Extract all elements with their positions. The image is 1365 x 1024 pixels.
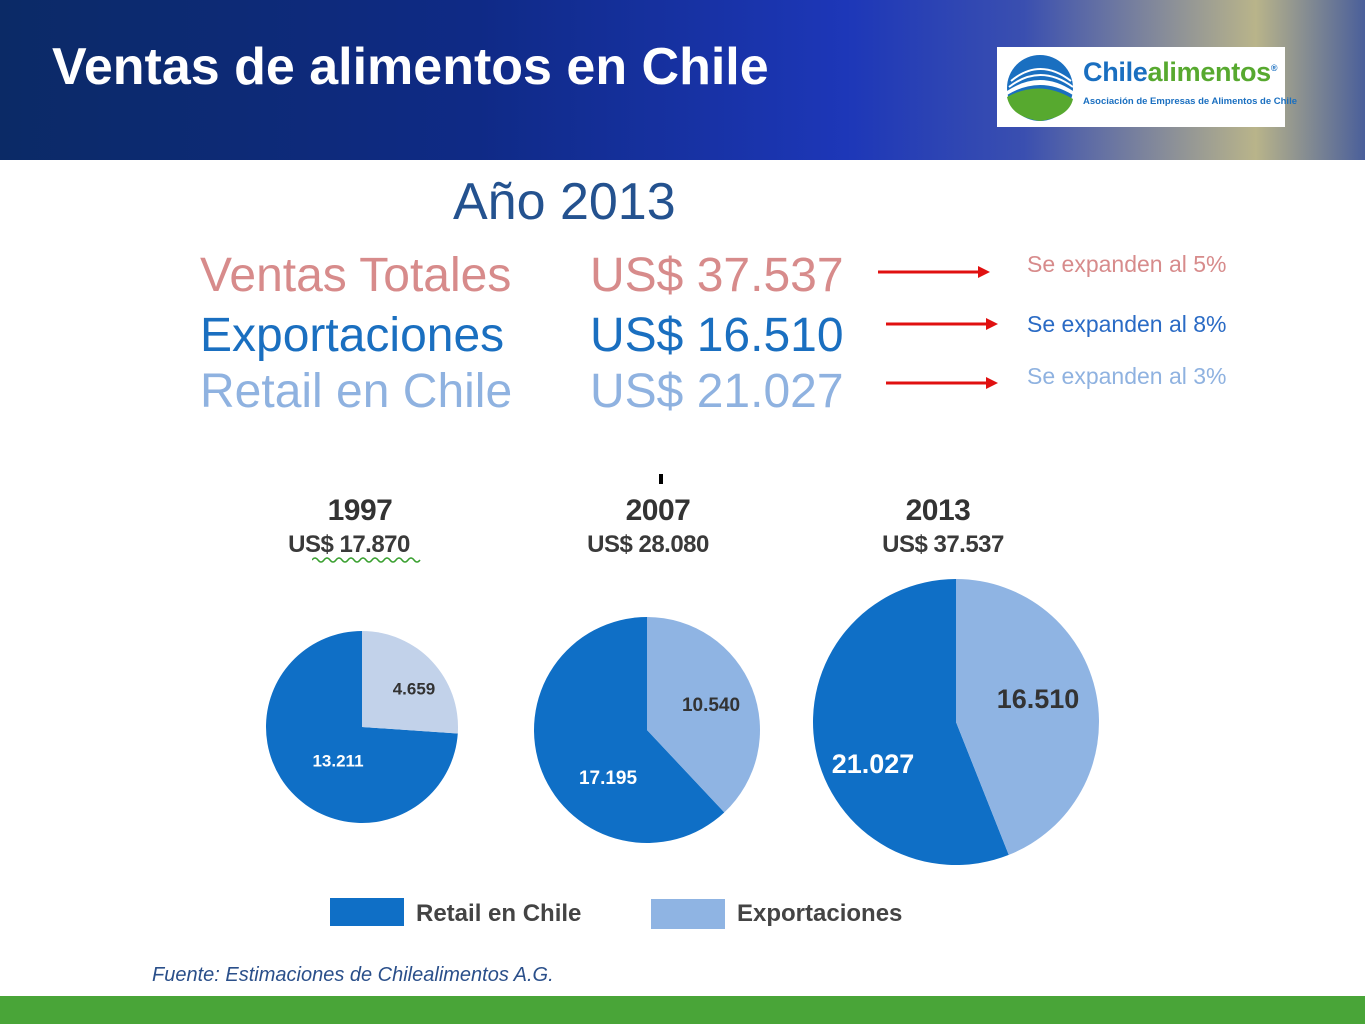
- pie-label-retail-2007: 17.195: [579, 768, 638, 789]
- arrow-right-icon: [886, 377, 998, 389]
- pie-year-2007: 2007: [625, 494, 691, 527]
- metric-label-retail: Retail en Chile: [200, 365, 513, 418]
- metric-label-exportaciones: Exportaciones: [200, 309, 505, 362]
- pie-total-2007: US$ 28.080: [587, 531, 709, 558]
- pie-total-1997: US$ 17.870: [288, 531, 410, 558]
- pie-label-retail-2013: 21.027: [832, 749, 915, 779]
- header-banner: Ventas de alimentos en Chile Chilealimen…: [0, 0, 1365, 160]
- metric-value-ventas-totales: US$ 37.537: [590, 249, 844, 302]
- pie-year-2013: 2013: [905, 494, 971, 527]
- pie-slice-exportaciones-2013: [956, 579, 1099, 855]
- footer-bar: [0, 996, 1365, 1024]
- year-title: Año 2013: [453, 173, 676, 231]
- pie-total-2013: US$ 37.537: [882, 531, 1004, 558]
- logo-wordmark: Chilealimentos®: [1083, 57, 1278, 88]
- metric-label-ventas-totales: Ventas Totales: [200, 249, 512, 302]
- pie-slice-exportaciones-1997: [362, 631, 459, 734]
- logo-subtitle: Asociación de Empresas de Alimentos de C…: [1083, 96, 1297, 107]
- spellcheck-squiggle: [312, 557, 421, 563]
- pie-year-1997: 1997: [327, 494, 393, 527]
- pie-label-retail-1997: 13.211: [312, 751, 363, 770]
- pie-label-exportaciones-2007: 10.540: [682, 695, 740, 716]
- logo-name-part2: alimentos: [1147, 57, 1272, 87]
- chilealimentos-logo: Chilealimentos® Asociación de Empresas d…: [997, 47, 1297, 127]
- metric-value-exportaciones: US$ 16.510: [590, 309, 844, 362]
- legend-swatch-retail: [330, 898, 404, 926]
- registered-mark: ®: [1270, 63, 1278, 73]
- legend-swatch-exportaciones: [651, 899, 725, 929]
- pie-slice-retail-2013: [813, 579, 1009, 866]
- legend-label-exportaciones: Exportaciones: [737, 900, 903, 927]
- arrow-right-icon: [886, 318, 998, 330]
- pie-slice-retail-1997: [266, 631, 458, 823]
- source-note: Fuente: Estimaciones de Chilealimentos A…: [152, 964, 554, 986]
- pie-slice-retail-2007: [534, 617, 725, 843]
- pie-label-exportaciones-1997: 4.659: [393, 679, 436, 698]
- stray-mark: [659, 474, 663, 484]
- pie-slice-exportaciones-2007: [647, 617, 760, 813]
- growth-label-retail: Se expanden al 3%: [1027, 363, 1227, 389]
- growth-label-ventas-totales: Se expanden al 5%: [1027, 251, 1227, 277]
- pie-label-exportaciones-2013: 16.510: [997, 684, 1080, 714]
- globe-swoosh-logo-icon: [1007, 55, 1074, 121]
- metric-value-retail: US$ 21.027: [590, 365, 844, 418]
- arrow-right-icon: [878, 266, 990, 278]
- page-title: Ventas de alimentos en Chile: [52, 38, 769, 96]
- legend-label-retail: Retail en Chile: [416, 900, 582, 927]
- growth-label-exportaciones: Se expanden al 8%: [1027, 311, 1227, 337]
- logo-name-part1: Chile: [1083, 57, 1148, 87]
